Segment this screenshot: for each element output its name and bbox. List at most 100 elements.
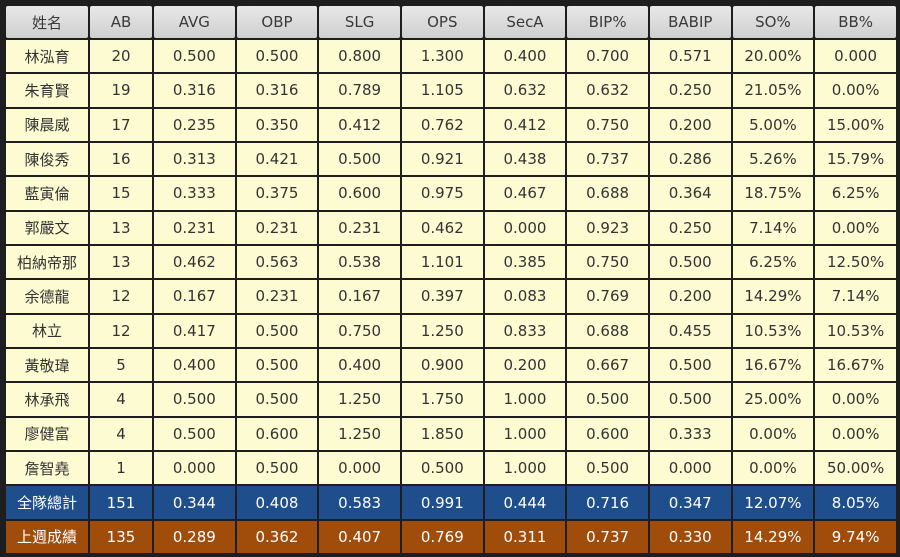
lastweek-cell-bip: 0.737 (567, 520, 648, 553)
cell-seca: 0.412 (484, 108, 566, 141)
cell-bip: 0.750 (567, 108, 648, 141)
col-header-seca[interactable]: SecA (484, 6, 566, 38)
col-header-so[interactable]: SO% (732, 6, 814, 38)
cell-avg: 0.500 (154, 383, 235, 416)
cell-bip: 0.667 (567, 348, 648, 382)
cell-bb: 50.00% (815, 451, 896, 485)
cell-so: 5.26% (732, 142, 814, 176)
cell-babip: 0.455 (649, 314, 731, 347)
total-cell-seca: 0.444 (484, 486, 566, 519)
col-header-bip[interactable]: BIP% (567, 6, 648, 38)
cell-so: 16.67% (732, 348, 814, 382)
table-row: 陳晨威 17 0.235 0.350 0.412 0.762 0.412 0.750 0.200… (6, 108, 896, 141)
team-total-row: 全隊總計 151 0.344 0.408 0.583 0.991 0.444 0.716 0.3… (6, 486, 896, 519)
table-row: 林泓育 20 0.500 0.500 0.800 1.300 0.400 0.700 0.571… (6, 40, 896, 73)
cell-seca: 0.083 (484, 280, 566, 313)
table-row: 黃敬瑋 5 0.400 0.500 0.400 0.900 0.200 0.667 0.500 1… (6, 348, 896, 382)
col-header-bb[interactable]: BB% (815, 6, 896, 38)
cell-ab: 15 (90, 177, 152, 210)
cell-obp: 0.350 (236, 108, 318, 141)
cell-slg: 0.750 (319, 314, 400, 347)
col-header-obp[interactable]: OBP (236, 6, 318, 38)
cell-avg: 0.313 (154, 142, 235, 176)
col-header-babip[interactable]: BABIP (649, 6, 731, 38)
cell-name: 林泓育 (6, 40, 88, 73)
cell-ab: 20 (90, 40, 152, 73)
cell-obp: 0.316 (236, 74, 318, 107)
cell-ops: 0.921 (401, 142, 483, 176)
cell-name: 林立 (6, 314, 88, 347)
cell-bb: 15.79% (815, 142, 896, 176)
cell-bip: 0.700 (567, 40, 648, 73)
cell-avg: 0.231 (154, 211, 235, 244)
cell-so: 20.00% (732, 40, 814, 73)
cell-obp: 0.500 (236, 314, 318, 347)
col-header-ab[interactable]: AB (90, 6, 152, 38)
cell-name: 藍寅倫 (6, 177, 88, 210)
cell-slg: 0.500 (319, 142, 400, 176)
cell-bb: 0.000 (815, 40, 896, 73)
cell-bip: 0.632 (567, 74, 648, 107)
cell-bb: 0.00% (815, 74, 896, 107)
cell-ops: 1.101 (401, 245, 483, 279)
col-header-ops[interactable]: OPS (401, 6, 483, 38)
col-header-slg[interactable]: SLG (319, 6, 400, 38)
cell-seca: 0.833 (484, 314, 566, 347)
cell-babip: 0.250 (649, 211, 731, 244)
cell-bip: 0.769 (567, 280, 648, 313)
cell-avg: 0.000 (154, 451, 235, 485)
cell-slg: 0.400 (319, 348, 400, 382)
cell-seca: 0.385 (484, 245, 566, 279)
cell-bip: 0.688 (567, 314, 648, 347)
cell-so: 5.00% (732, 108, 814, 141)
cell-avg: 0.333 (154, 177, 235, 210)
header-row: 姓名 AB AVG OBP SLG OPS SecA BIP% BABIP SO… (6, 6, 896, 38)
cell-seca: 1.000 (484, 451, 566, 485)
cell-slg: 0.231 (319, 211, 400, 244)
col-header-avg[interactable]: AVG (154, 6, 235, 38)
cell-babip: 0.500 (649, 383, 731, 416)
cell-ops: 1.300 (401, 40, 483, 73)
cell-ops: 0.462 (401, 211, 483, 244)
cell-name: 陳俊秀 (6, 142, 88, 176)
cell-obp: 0.500 (236, 383, 318, 416)
total-cell-slg: 0.583 (319, 486, 400, 519)
table-row: 朱育賢 19 0.316 0.316 0.789 1.105 0.632 0.632 0.250… (6, 74, 896, 107)
cell-slg: 0.538 (319, 245, 400, 279)
cell-babip: 0.364 (649, 177, 731, 210)
cell-ab: 13 (90, 211, 152, 244)
last-week-row: 上週成績 135 0.289 0.362 0.407 0.769 0.311 0.737 0.3… (6, 520, 896, 553)
cell-bb: 0.00% (815, 383, 896, 416)
cell-ab: 1 (90, 451, 152, 485)
table-row: 余德龍 12 0.167 0.231 0.167 0.397 0.083 0.769 0.200… (6, 280, 896, 313)
cell-name: 柏納帝那 (6, 245, 88, 279)
cell-babip: 0.571 (649, 40, 731, 73)
cell-ops: 0.900 (401, 348, 483, 382)
cell-seca: 0.438 (484, 142, 566, 176)
cell-name: 詹智堯 (6, 451, 88, 485)
cell-name: 余德龍 (6, 280, 88, 313)
cell-name: 林承飛 (6, 383, 88, 416)
cell-bb: 10.53% (815, 314, 896, 347)
cell-babip: 0.250 (649, 74, 731, 107)
cell-avg: 0.500 (154, 40, 235, 73)
cell-ab: 19 (90, 74, 152, 107)
batting-stats-table: 姓名 AB AVG OBP SLG OPS SecA BIP% BABIP SO… (4, 4, 898, 555)
lastweek-cell-ops: 0.769 (401, 520, 483, 553)
total-cell-bb: 8.05% (815, 486, 896, 519)
lastweek-cell-babip: 0.330 (649, 520, 731, 553)
col-header-name[interactable]: 姓名 (6, 6, 88, 38)
cell-ops: 0.500 (401, 451, 483, 485)
table-row: 林承飛 4 0.500 0.500 1.250 1.750 1.000 0.500 0.500 2… (6, 383, 896, 416)
cell-bip: 0.923 (567, 211, 648, 244)
cell-seca: 0.200 (484, 348, 566, 382)
cell-ops: 1.750 (401, 383, 483, 416)
cell-obp: 0.500 (236, 348, 318, 382)
cell-name: 廖健富 (6, 417, 88, 450)
cell-obp: 0.563 (236, 245, 318, 279)
cell-so: 0.00% (732, 451, 814, 485)
cell-ops: 0.397 (401, 280, 483, 313)
cell-ab: 12 (90, 280, 152, 313)
total-cell-ops: 0.991 (401, 486, 483, 519)
